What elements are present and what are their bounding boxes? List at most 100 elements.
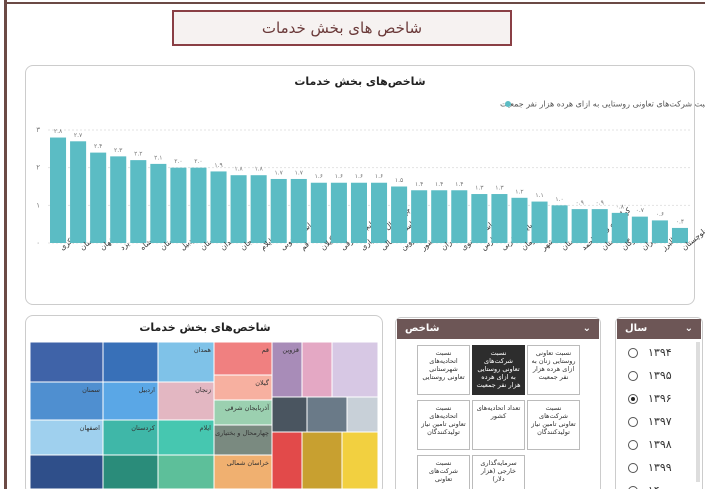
indicator-option[interactable]: نسبت اتحادیه‌های تعاونی تامین نیاز تولید… — [417, 400, 470, 450]
bar — [531, 201, 548, 243]
value-label: ۰.۷ — [636, 207, 645, 214]
value-label: ۲.۴ — [94, 143, 102, 150]
treemap-tile — [213, 454, 273, 489]
indicator-option[interactable]: تعداد اتحادیه‌های کشور — [472, 400, 525, 450]
value-label: ۱.۶ — [375, 173, 383, 180]
year-label: ۱۴۰۰ — [648, 484, 672, 489]
bar — [310, 182, 327, 243]
radio-button[interactable] — [628, 485, 638, 489]
tile-label: اردبیل — [138, 386, 155, 394]
value-label: ۰.۴ — [676, 218, 684, 225]
indicator-option[interactable]: نسبت شرکت‌های تعاونی تامین نیاز تولیدکنن… — [527, 400, 580, 450]
value-label: ۰.۹ — [575, 200, 583, 207]
value-label: ۱.۷ — [275, 169, 284, 176]
bar — [411, 190, 428, 243]
treemap-tile — [271, 396, 308, 433]
tile-label: آذربایجان شرقی — [225, 403, 270, 412]
value-label: ۱.۱ — [535, 192, 543, 199]
indicator-option[interactable]: سرمایه‌گذاری خارجی (هزار دلار) — [472, 455, 525, 489]
value-label: ۲.۰ — [174, 158, 182, 165]
value-label: ۱.۰ — [555, 196, 563, 203]
year-option[interactable]: ۱۳۹۶ — [628, 392, 672, 405]
indicator-option[interactable]: نسبت شرکت‌های تعاونی روستایی به ازای هرد… — [472, 345, 525, 395]
year-option[interactable]: ۱۳۹۴ — [628, 346, 672, 359]
year-title: سال — [625, 323, 648, 334]
radio-button[interactable] — [628, 416, 638, 427]
tile-label: زنجان — [195, 386, 211, 394]
treemap-tile — [157, 341, 215, 383]
bar — [451, 190, 468, 243]
bar — [591, 209, 608, 243]
year-label: ۱۳۹۶ — [648, 392, 672, 405]
year-label: ۱۳۹۸ — [648, 438, 672, 451]
indicator-header[interactable]: شاخص ⌄ — [397, 319, 599, 339]
indicator-option[interactable]: نسبت تعاونی روستایی زنان به ازای هرده هز… — [527, 345, 580, 395]
radio-button[interactable] — [628, 370, 638, 381]
bar — [210, 171, 227, 243]
bar — [651, 220, 668, 243]
year-option[interactable]: ۱۳۹۹ — [628, 461, 672, 474]
treemap-tile — [102, 381, 159, 421]
year-label: ۱۳۹۹ — [648, 461, 672, 474]
year-option[interactable]: ۱۳۹۸ — [628, 438, 672, 451]
indicator-option[interactable]: نسبت شرکت‌های تعاونی — [417, 455, 470, 489]
value-label: ۱.۶ — [355, 173, 363, 180]
treemap-tile — [102, 419, 159, 456]
value-label: ۲.۷ — [74, 132, 83, 139]
bar — [571, 209, 588, 243]
value-label: ۲.۸ — [54, 128, 63, 135]
y-tick-label: ۳ — [36, 126, 40, 134]
year-option[interactable]: ۱۳۹۵ — [628, 369, 672, 382]
bar — [471, 194, 488, 243]
tile-label: همدان — [194, 346, 212, 354]
value-label: ۰.۹ — [596, 200, 604, 207]
tile-label: سمنان — [82, 386, 100, 394]
treemap-title: شاخص‌های بخش خدمات — [139, 321, 270, 334]
bar — [491, 194, 508, 243]
year-header[interactable]: سال ⌄ — [617, 319, 701, 339]
tile-label: چهارمحال و بختیاری — [215, 429, 269, 437]
value-label: ۱.۶ — [315, 173, 323, 180]
treemap-tile — [157, 454, 215, 489]
bar — [190, 167, 207, 243]
value-label: ۱.۸ — [234, 166, 243, 173]
legend-marker — [505, 101, 511, 107]
value-label: ۱.۸ — [254, 166, 263, 173]
y-tick-label: ۰ — [36, 239, 40, 247]
bar — [611, 212, 628, 243]
bar — [110, 156, 127, 243]
tile-label: ایلام — [199, 424, 211, 432]
bar — [130, 160, 147, 243]
treemap-tile — [341, 431, 379, 489]
treemap-tile — [102, 454, 159, 489]
value-label: ۱.۳ — [495, 185, 504, 192]
page-title: شاخص های بخش خدمات — [172, 10, 512, 46]
year-label: ۱۳۹۵ — [648, 369, 672, 382]
treemap-tile — [306, 396, 348, 433]
bar — [170, 167, 187, 243]
radio-button[interactable] — [628, 347, 638, 358]
frame-left — [4, 0, 7, 489]
radio-button[interactable] — [628, 462, 638, 473]
indicator-option[interactable]: نسبت اتحادیه‌های شهرستانی تعاونی روستایی — [417, 345, 470, 395]
chevron: ⌄ — [684, 323, 693, 334]
value-label: ۱.۴ — [415, 181, 423, 188]
bar — [150, 163, 167, 243]
bar — [551, 205, 568, 243]
bar — [230, 175, 247, 243]
treemap-tile — [157, 381, 215, 421]
value-label: ۱.۴ — [455, 181, 463, 188]
radio-button[interactable] — [628, 439, 638, 450]
year-option[interactable]: ۱۳۹۷ — [628, 415, 672, 428]
bar — [391, 186, 408, 243]
bar — [290, 178, 307, 243]
treemap-tile — [29, 454, 104, 489]
bar — [671, 227, 688, 243]
radio-button[interactable] — [628, 393, 638, 404]
tile-label: اصفهان — [80, 424, 101, 432]
value-label: ۲.۲ — [134, 151, 142, 158]
frame-top — [4, 2, 705, 4]
bar-chart: شاخص‌های بخش خدمات نسبت شرکت‌های تعاونی … — [36, 75, 705, 253]
year-option[interactable]: ۱۴۰۰ — [628, 484, 672, 489]
